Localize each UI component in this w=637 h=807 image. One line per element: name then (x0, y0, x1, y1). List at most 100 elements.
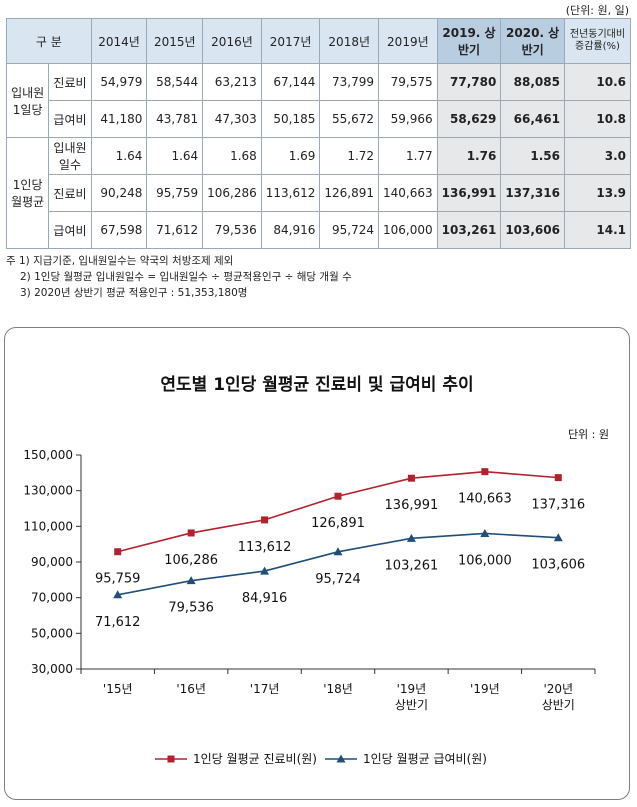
table-cell: 10.8 (563, 100, 632, 138)
table-cell: 95,759 (146, 174, 204, 212)
table-cell: 14.1 (563, 211, 632, 249)
table-cell: 106,286 (202, 174, 262, 212)
table-cell: 126,891 (319, 174, 380, 212)
plot-area: 30,000 50,000 70,000 90,000 110,000 130,000 15… (23, 448, 596, 712)
table-cell: 103,261 (436, 211, 502, 249)
table-cell: 13.9 (563, 174, 632, 212)
header-2020-h1: 2020. 상반기 (500, 18, 565, 64)
data-point-marker (481, 468, 489, 476)
y-tick-label: 30,000 (31, 662, 73, 676)
data-label: 106,286 (164, 553, 218, 568)
table-cell: 73,799 (319, 63, 380, 101)
table-cell: 1.69 (260, 137, 321, 175)
table-cell: 137,316 (500, 174, 565, 212)
data-label: 137,316 (531, 498, 585, 513)
data-label: 113,612 (238, 540, 292, 555)
table-row: 급여비 67,598 71,612 79,536 84,916 95,724 1… (7, 211, 632, 249)
data-label: 71,612 (95, 615, 141, 630)
note-line: 2) 1인당 월평균 입내원일수 = 입내원일수 ÷ 평균적용인구 ÷ 해당 개… (20, 271, 352, 283)
table-cell: 67,144 (260, 63, 321, 101)
table-cell: 88,085 (500, 63, 565, 101)
x-tick-label: '18년 (323, 682, 353, 696)
table-cell: 136,991 (436, 174, 502, 212)
legend-marker (167, 755, 175, 763)
table-cell: 71,612 (146, 211, 204, 249)
data-label: 84,916 (242, 591, 288, 606)
table-row: 1인당 월평균 입내원 일수 1.64 1.64 1.68 1.69 1.72 … (5, 137, 632, 249)
table-cell: 90,248 (90, 174, 148, 212)
y-tick-label: 50,000 (31, 626, 73, 640)
table-cell: 63,213 (202, 63, 262, 101)
legend-marker (336, 754, 346, 763)
data-point-marker (186, 576, 196, 585)
row-label: 급여비 (48, 100, 92, 138)
header-year: 2015년 (146, 18, 204, 64)
table-cell: 1.76 (436, 137, 502, 175)
table-cell: 113,612 (260, 174, 321, 212)
table-cell: 43,781 (146, 100, 204, 138)
table-cell: 54,979 (90, 63, 148, 101)
header-2019-h1: 2019. 상반기 (436, 18, 502, 64)
header-year: 2018년 (319, 18, 380, 64)
x-tick-label: '19년 (470, 682, 500, 696)
group-label: 입내원 1일당 (5, 63, 50, 138)
header-year: 2019년 (378, 18, 438, 64)
data-label: 103,606 (531, 558, 585, 573)
table-cell: 1.64 (90, 137, 148, 175)
x-tick-label: '17년 (250, 682, 280, 696)
statistics-table: 구 분 2014년 2015년 2016년 2017년 2018년 2019년 … (5, 18, 632, 249)
x-tick-label: '16년 (176, 682, 206, 696)
x-tick-label: 상반기 (395, 698, 428, 712)
data-label: 103,261 (385, 558, 439, 573)
data-point-marker (406, 533, 416, 542)
header-category: 구 분 (6, 18, 92, 64)
table-notes: 주 1) 지급기준, 입내원일수는 약국의 처방조제 제외 2) 1인당 월평균… (6, 253, 352, 301)
table-cell: 3.0 (563, 137, 632, 175)
y-tick-label: 150,000 (23, 448, 73, 462)
data-label: 79,536 (168, 601, 214, 616)
header-year: 2016년 (202, 18, 262, 64)
table-unit-label: (단위: 원, 일) (565, 4, 629, 17)
legend-label: 1인당 월평균 진료비(원) (193, 752, 317, 766)
row-label: 급여비 (48, 211, 92, 249)
x-tick-label: '15년 (103, 682, 133, 696)
table-cell: 140,663 (378, 174, 438, 212)
data-point-marker (480, 528, 490, 537)
group-label: 1인당 월평균 (5, 137, 50, 249)
x-tick-label: 상반기 (542, 698, 575, 712)
data-label: 95,724 (315, 572, 361, 587)
table-cell: 103,606 (500, 211, 565, 249)
chart-legend: 1인당 월평균 진료비(원) 1인당 월평균 급여비(원) (155, 752, 487, 766)
series-line (117, 470, 559, 553)
y-tick-label: 70,000 (31, 591, 73, 605)
y-tick-label: 130,000 (23, 484, 73, 498)
y-tick-label: 90,000 (31, 555, 73, 569)
row-label: 진료비 (48, 63, 92, 101)
data-point-marker (113, 590, 123, 599)
table-cell: 1.72 (319, 137, 380, 175)
line-chart: 연도별 1인당 월평균 진료비 및 급여비 추이 단위 : 원 30,000 50… (23, 375, 609, 766)
data-point-marker (261, 516, 269, 524)
table-row: 입내원 1일당 진료비 54,979 58,544 63,213 67,144 … (5, 63, 632, 138)
table-cell: 79,575 (378, 63, 438, 101)
table-row: 진료비 90,248 95,759 106,286 113,612 126,89… (7, 174, 632, 212)
table-cell: 95,724 (319, 211, 380, 249)
table-cell: 66,461 (500, 100, 565, 138)
data-point-marker (407, 474, 415, 482)
table-cell: 47,303 (202, 100, 262, 138)
data-point-marker (553, 533, 563, 542)
note-line: 주 1) 지급기준, 입내원일수는 약국의 처방조제 제외 (6, 255, 234, 267)
data-label: 106,000 (458, 553, 512, 568)
row-label: 입내원 일수 (48, 137, 92, 175)
header-year: 2017년 (260, 18, 321, 64)
data-point-marker (333, 547, 343, 556)
data-label: 140,663 (458, 492, 512, 507)
data-label: 95,759 (95, 572, 141, 587)
table-row: 급여비 41,180 43,781 47,303 50,185 55,672 5… (7, 100, 632, 138)
table-cell: 84,916 (260, 211, 321, 249)
table-cell: 106,000 (378, 211, 438, 249)
table-cell: 1.77 (378, 137, 438, 175)
table-cell: 1.64 (146, 137, 204, 175)
x-tick-label: '19년 (397, 682, 427, 696)
table-cell: 79,536 (202, 211, 262, 249)
